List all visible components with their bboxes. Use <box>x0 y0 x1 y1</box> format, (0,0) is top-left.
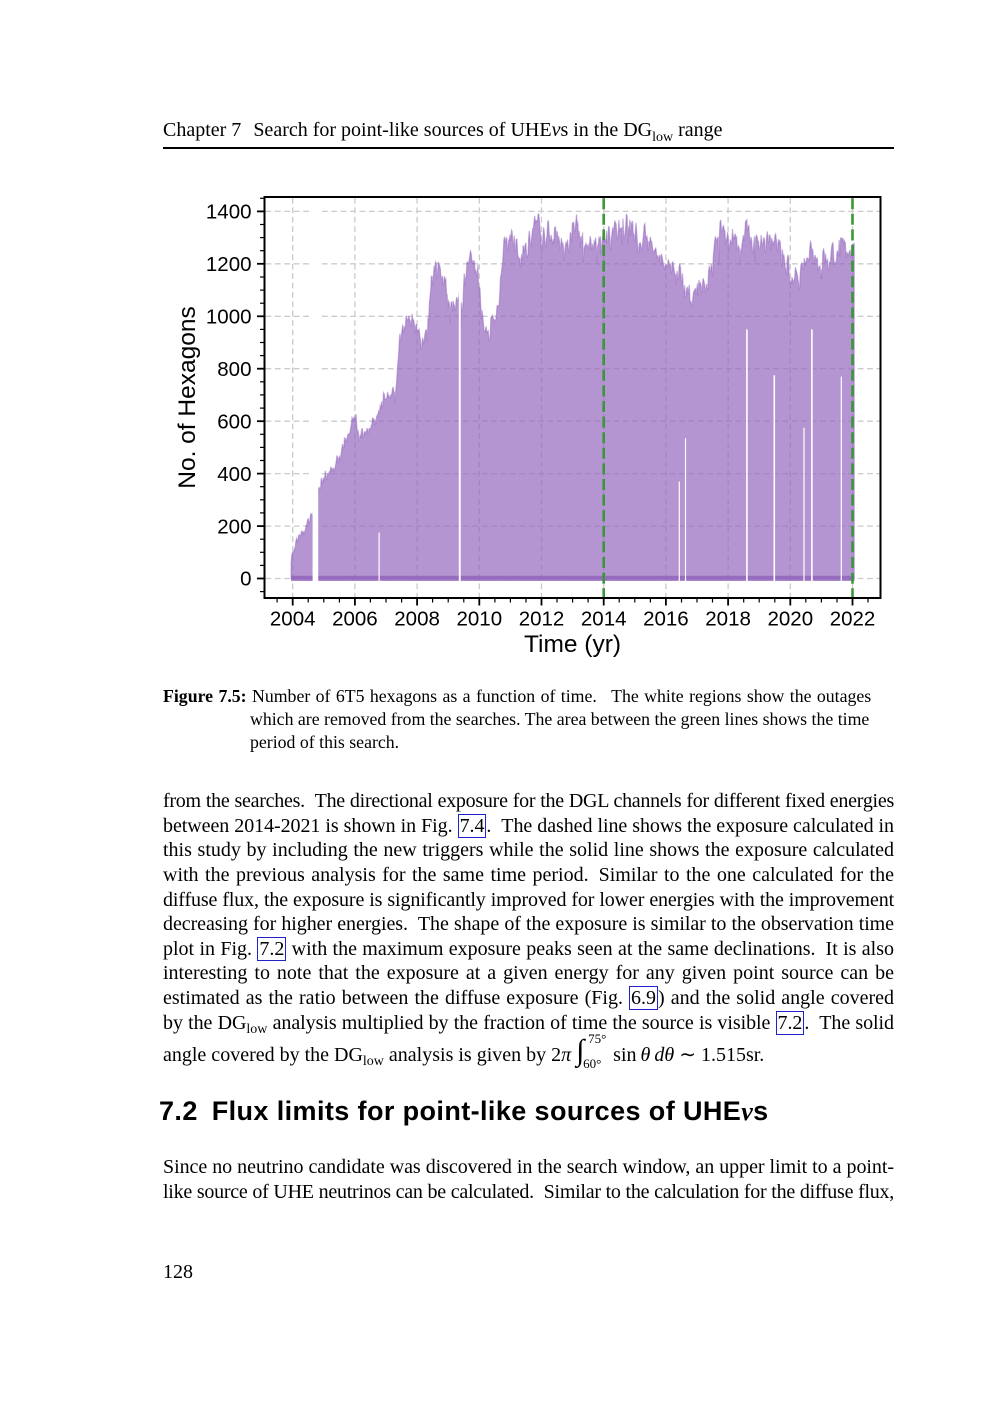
svg-text:2016: 2016 <box>643 608 689 631</box>
svg-text:600: 600 <box>217 410 251 433</box>
svg-text:2014: 2014 <box>581 608 627 631</box>
svg-text:400: 400 <box>217 463 251 486</box>
svg-text:200: 200 <box>217 515 251 538</box>
svg-text:2004: 2004 <box>270 608 316 631</box>
svg-text:1200: 1200 <box>206 253 252 276</box>
svg-text:2020: 2020 <box>767 608 813 631</box>
svg-text:Time (yr): Time (yr) <box>524 631 621 658</box>
svg-text:2010: 2010 <box>456 608 502 631</box>
svg-text:2012: 2012 <box>519 608 565 631</box>
svg-text:1000: 1000 <box>206 306 252 329</box>
svg-text:2006: 2006 <box>332 608 378 631</box>
svg-text:No. of Hexagons: No. of Hexagons <box>174 306 201 489</box>
svg-text:0: 0 <box>240 568 251 591</box>
svg-text:800: 800 <box>217 358 251 381</box>
svg-text:1400: 1400 <box>206 201 252 224</box>
svg-text:2022: 2022 <box>830 608 876 631</box>
svg-text:2008: 2008 <box>394 608 440 631</box>
svg-text:2018: 2018 <box>705 608 751 631</box>
